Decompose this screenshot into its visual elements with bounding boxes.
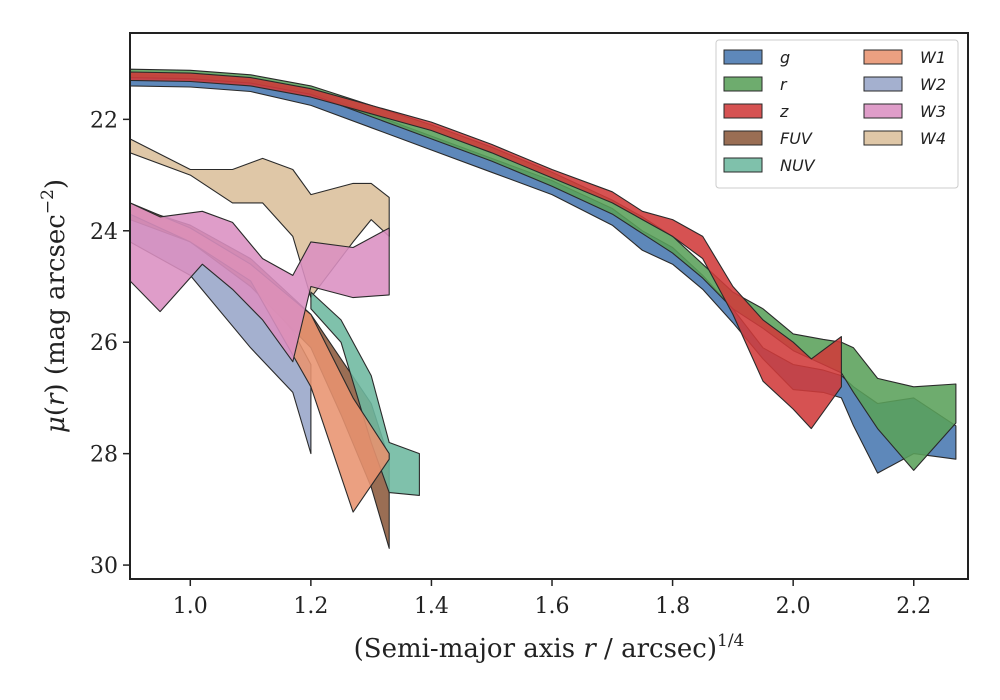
y-tick-label: 28 <box>90 443 118 468</box>
x-tick-label: 1.4 <box>414 594 449 619</box>
band-z <box>130 71 842 430</box>
y-tick-label: 26 <box>90 331 118 356</box>
legend-swatch-r <box>723 76 763 92</box>
legend-swatch-z <box>723 103 763 119</box>
legend-label-w1: W1 <box>920 48 946 67</box>
legend-label-w3: W3 <box>920 102 946 121</box>
band-w3 <box>130 202 390 363</box>
x-tick-label: 1.2 <box>293 594 328 619</box>
y-tick-label: 24 <box>90 220 118 245</box>
legend-swatch-g <box>723 49 763 65</box>
legend-swatch-fuv <box>723 130 763 146</box>
band-nuv <box>310 291 420 496</box>
series-layer <box>130 68 957 549</box>
plot-frame <box>129 32 969 580</box>
legend-label-w2: W2 <box>920 75 946 94</box>
y-axis: 22 24 26 28 30 <box>90 108 130 579</box>
legend-label-fuv: FUV <box>780 129 813 148</box>
x-tick-label: 2.0 <box>776 594 811 619</box>
legend-label-w4: W4 <box>920 129 946 148</box>
legend-label-r: r <box>780 75 788 94</box>
x-axis-label: (Semi-major axis r / arcsec)1/4 <box>354 631 745 664</box>
legend-label-g: g <box>780 48 790 67</box>
y-tick-label: 22 <box>90 108 118 133</box>
y-tick-label: 30 <box>90 554 118 579</box>
x-axis: 1.0 1.2 1.4 1.6 1.8 2.0 2.2 <box>173 579 931 619</box>
x-tick-label: 2.2 <box>896 594 931 619</box>
legend-swatch-w3 <box>863 103 903 119</box>
legend-label-nuv: NUV <box>780 156 816 175</box>
legend-swatch-w2 <box>863 76 903 92</box>
x-tick-label: 1.8 <box>655 594 690 619</box>
y-axis-label: μ(r) (mag arcsec−2) <box>38 179 71 433</box>
legend: grz FUV NUV W1 W2 W3 W4 <box>715 39 959 189</box>
legend-label-z: z <box>779 102 789 121</box>
x-tick-label: 1.0 <box>173 594 208 619</box>
legend-swatch-w4 <box>863 130 903 146</box>
legend-swatch-w1 <box>863 49 903 65</box>
legend-swatch-nuv <box>723 157 763 173</box>
x-tick-label: 1.6 <box>535 594 570 619</box>
